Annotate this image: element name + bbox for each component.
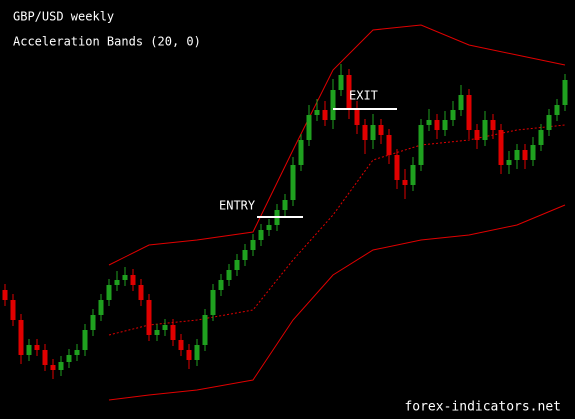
candle-body (266, 225, 272, 230)
chart-subtitle: Acceleration Bands (20, 0) (13, 35, 201, 49)
candle-body (474, 130, 480, 140)
candle-body (338, 75, 344, 90)
candle-body (386, 135, 392, 155)
candle-body (506, 160, 512, 165)
candle-body (106, 285, 112, 300)
candle-body (426, 120, 432, 125)
chart-title: GBP/USD weekly (13, 10, 114, 24)
candle-body (58, 362, 64, 370)
candle-body (322, 110, 328, 120)
candle-body (354, 110, 360, 125)
candle-body (210, 290, 216, 315)
candle-body (98, 300, 104, 315)
candle-body (218, 280, 224, 290)
candle-body (306, 115, 312, 140)
candle-body (562, 80, 568, 105)
candle-body (178, 340, 184, 350)
watermark: forex-indicators.net (404, 400, 561, 415)
candle-body (410, 165, 416, 185)
candle-body (402, 180, 408, 185)
band-line (108, 24, 566, 266)
candle-body (122, 275, 128, 280)
candle-body (394, 155, 400, 180)
candle-body (538, 130, 544, 145)
candle-body (90, 315, 96, 330)
candle-body (290, 165, 296, 200)
candle-body (242, 250, 248, 260)
candle-body (162, 325, 168, 330)
candle-body (234, 260, 240, 270)
candle-body (18, 320, 24, 355)
candle-body (498, 130, 504, 165)
candle-body (34, 345, 40, 350)
candle-body (298, 140, 304, 165)
candle-body (194, 345, 200, 360)
candle-body (154, 330, 160, 335)
candle-body (362, 125, 368, 140)
candle-body (202, 315, 208, 345)
candle-body (330, 90, 336, 120)
candle-body (66, 355, 72, 362)
candle-body (378, 125, 384, 135)
candle-body (226, 270, 232, 280)
candle-body (138, 285, 144, 300)
candle-body (170, 325, 176, 340)
candle-body (490, 120, 496, 130)
candle-body (546, 115, 552, 130)
candle-body (450, 110, 456, 120)
candle-body (2, 290, 8, 300)
band-line (108, 204, 566, 401)
candle-body (466, 95, 472, 130)
candle-body (186, 350, 192, 360)
candles (2, 64, 568, 379)
candle-body (42, 350, 48, 365)
candle-body (514, 150, 520, 160)
candle-body (50, 365, 56, 370)
candle-body (434, 120, 440, 130)
candle-body (314, 110, 320, 115)
candle-body (458, 95, 464, 110)
entry-label: ENTRY (219, 199, 256, 213)
candle-body (418, 125, 424, 165)
candle-body (146, 300, 152, 335)
candle-body (522, 150, 528, 160)
candle-body (74, 350, 80, 355)
candle-body (250, 240, 256, 250)
candle-body (114, 280, 120, 285)
candle-body (370, 125, 376, 140)
candle-body (26, 345, 32, 355)
candle-body (530, 145, 536, 160)
exit-label: EXIT (349, 89, 378, 103)
candle-body (282, 200, 288, 210)
candle-body (554, 105, 560, 115)
candle-body (82, 330, 88, 350)
candle-body (258, 230, 264, 240)
candle-body (482, 120, 488, 140)
candle-body (442, 120, 448, 130)
candle-body (346, 75, 352, 110)
candle-body (10, 300, 16, 320)
candle-body (130, 275, 136, 285)
